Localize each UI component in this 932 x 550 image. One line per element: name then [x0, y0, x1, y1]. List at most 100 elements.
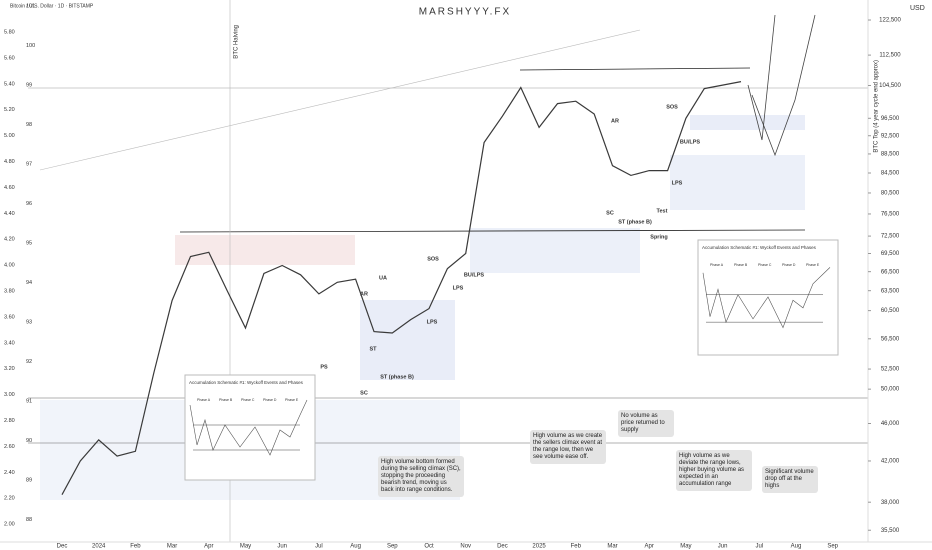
- left-scale-label: 2.40: [4, 470, 15, 476]
- phase-label: Phase C: [758, 263, 772, 267]
- annotation: BU/LPS: [464, 272, 485, 278]
- y-tick-label: 88,500: [881, 152, 900, 158]
- x-tick-label: Aug: [350, 544, 361, 550]
- y-tick-label: 92,500: [881, 133, 900, 139]
- y-tick-label: 80,500: [881, 191, 900, 197]
- x-tick-label: Mar: [167, 544, 177, 550]
- inset-title: Accumulation Schematic #1: Wyckoff Event…: [702, 245, 817, 250]
- x-tick-label: Oct: [424, 544, 434, 550]
- note: Significant volume drop off at the highs: [762, 466, 818, 493]
- left-scale-label: 2.60: [4, 444, 15, 450]
- x-tick-label: Apr: [645, 544, 654, 550]
- left-scale-label: 95: [26, 240, 32, 246]
- y-tick-label: 35,500: [881, 528, 900, 534]
- left-scale-label: 88: [26, 517, 32, 523]
- note: High volume bottom formed during the sel…: [378, 456, 464, 497]
- x-tick-label: Dec: [57, 544, 68, 550]
- left-scale-label: 90: [26, 438, 32, 444]
- left-scale-label: 100: [26, 43, 35, 49]
- zone: [690, 115, 805, 130]
- annotation: BU/LPS: [680, 139, 701, 145]
- price-line: [61, 81, 742, 495]
- annotation: AR: [611, 118, 619, 124]
- schematic: [702, 267, 831, 329]
- y-tick-label: 122,500: [879, 18, 901, 24]
- x-tick-label: Jun: [277, 544, 287, 550]
- annotation: SC: [360, 390, 368, 396]
- annotation: SOS: [427, 256, 439, 262]
- y-tick-label: 69,500: [881, 251, 900, 257]
- y-tick-label: 56,500: [881, 336, 900, 342]
- x-tick-label: Jun: [718, 544, 728, 550]
- x-tick-label: Jul: [755, 544, 763, 550]
- inset-title: Accumulation Schematic #1: Wyckoff Event…: [189, 380, 304, 385]
- y-tick-label: 50,000: [881, 387, 900, 393]
- phase-label: Phase D: [782, 263, 796, 267]
- y-tick-label: 46,000: [881, 421, 900, 427]
- phase-label: Phase A: [710, 263, 724, 267]
- x-tick-label: May: [240, 544, 251, 550]
- zone: [470, 228, 640, 273]
- annotation: Test: [657, 208, 668, 214]
- left-scale-label: 89: [26, 477, 32, 483]
- left-scale-label: 96: [26, 201, 32, 207]
- phase-label: Phase C: [241, 398, 255, 402]
- x-tick-label: Dec: [497, 544, 508, 550]
- left-scale-label: 2.80: [4, 418, 15, 424]
- range-line: [519, 67, 751, 71]
- left-scale-label: 5.40: [4, 81, 15, 87]
- x-tick-label: Nov: [460, 544, 471, 550]
- left-scale-label: 92: [26, 359, 32, 365]
- range-line: [179, 229, 806, 233]
- left-scale-label: 4.40: [4, 211, 15, 217]
- left-scale-label: 5.80: [4, 29, 15, 35]
- zone: [360, 300, 455, 380]
- y-tick-label: 76,500: [881, 212, 900, 218]
- note: High volume as we create the sellers cli…: [530, 430, 606, 464]
- annotation: LPS: [672, 180, 683, 186]
- left-scale-label: 3.20: [4, 366, 15, 372]
- left-scale-label: 2.00: [4, 522, 15, 528]
- inset: [184, 374, 316, 481]
- zone: [175, 235, 355, 265]
- x-tick-label: May: [680, 544, 691, 550]
- left-scale-label: 4.60: [4, 185, 15, 191]
- annotation: Spring: [650, 234, 667, 240]
- y-tick-label: 96,500: [881, 116, 900, 122]
- x-tick-label: Sep: [827, 544, 838, 550]
- left-scale-label: 94: [26, 280, 32, 286]
- phase-label: Phase E: [806, 263, 820, 267]
- left-scale-label: 101: [26, 3, 35, 9]
- left-scale-label: 3.60: [4, 314, 15, 320]
- annotation: LPS: [453, 285, 464, 291]
- note: High volume as we deviate the range lows…: [676, 450, 752, 491]
- annotation: PS: [320, 364, 328, 370]
- trend-line: [39, 29, 641, 171]
- annotation: ST (phase B): [380, 374, 414, 380]
- y-tick-label: 112,500: [879, 53, 901, 59]
- annotation: SC: [606, 210, 614, 216]
- left-scale-label: 98: [26, 122, 32, 128]
- left-scale-label: 99: [26, 82, 32, 88]
- note: No volume as price returned to supply: [618, 410, 674, 437]
- left-scale-label: 5.00: [4, 133, 15, 139]
- symbol: Bitcoin / U.S. Dollar · 1D · BITSTAMP: [10, 3, 94, 9]
- left-scale-label: 4.20: [4, 237, 15, 243]
- x-tick-label: Feb: [130, 544, 141, 550]
- left-scale-label: 4.00: [4, 263, 15, 269]
- y-tick-label: 42,000: [881, 459, 900, 465]
- x-tick-label: Feb: [571, 544, 582, 550]
- phase-label: Phase B: [734, 263, 748, 267]
- annotation: UA: [379, 275, 387, 281]
- y-tick-label: 84,500: [881, 171, 900, 177]
- x-tick-label: Sep: [387, 544, 398, 550]
- left-scale-label: 3.00: [4, 392, 15, 398]
- zone: [670, 155, 805, 210]
- x-tick-label: Apr: [204, 544, 213, 550]
- y-tick-label: 104,500: [879, 83, 901, 89]
- left-scale-label: 3.40: [4, 340, 15, 346]
- x-tick-label: Aug: [791, 544, 802, 550]
- left-scale-label: 5.20: [4, 107, 15, 113]
